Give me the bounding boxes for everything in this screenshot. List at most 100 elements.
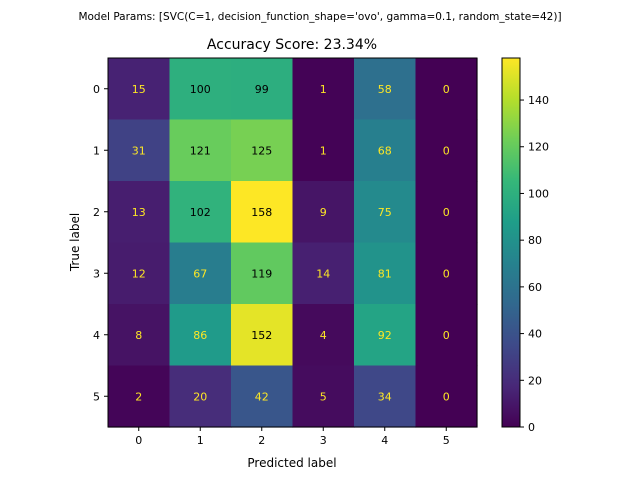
heatmap-cell bbox=[169, 181, 232, 244]
y-tick-label: 2 bbox=[93, 206, 100, 219]
colorbar-tick-label: 100 bbox=[528, 187, 549, 200]
heatmap-cell bbox=[415, 365, 478, 428]
heatmap-cells: 15 100 99 1 58 031 121 125 1 68 013 102 158 9 75 012 67 1… bbox=[108, 58, 478, 428]
heatmap-cell bbox=[415, 304, 478, 367]
colorbar: 0 20 40 60 80 100 120 140 bbox=[501, 57, 549, 434]
heatmap-cell bbox=[354, 119, 417, 182]
cell-value-label: 0 bbox=[443, 144, 450, 157]
heatmap-cell bbox=[354, 242, 417, 305]
heatmap-cell bbox=[415, 181, 478, 244]
colorbar-tick-label: 140 bbox=[528, 94, 549, 107]
colorbar-tick-label: 60 bbox=[528, 281, 542, 294]
cell-value-label: 1 bbox=[320, 144, 327, 157]
x-tick-label: 2 bbox=[258, 434, 265, 447]
heatmap-cell bbox=[231, 181, 294, 244]
x-tick-label: 5 bbox=[443, 434, 450, 447]
cell-value-label: 31 bbox=[132, 144, 146, 157]
cell-value-label: 20 bbox=[193, 390, 207, 403]
heatmap-cell bbox=[415, 242, 478, 305]
heatmap-cell bbox=[169, 242, 232, 305]
heatmap-cell bbox=[415, 58, 478, 121]
colorbar-tick-label: 0 bbox=[528, 421, 535, 434]
x-tick-label: 4 bbox=[381, 434, 388, 447]
cell-value-label: 1 bbox=[320, 83, 327, 96]
cell-value-label: 12 bbox=[132, 267, 146, 280]
heatmap-cell bbox=[169, 365, 232, 428]
x-tick-label: 0 bbox=[135, 434, 142, 447]
colorbar-tick-label: 20 bbox=[528, 374, 542, 387]
heatmap-cell bbox=[169, 304, 232, 367]
heatmap-cell bbox=[231, 242, 294, 305]
y-axis-label: True label bbox=[68, 213, 82, 272]
cell-value-label: 2 bbox=[135, 390, 142, 403]
heatmap-cell bbox=[108, 242, 171, 305]
heatmap-cell bbox=[354, 58, 417, 121]
y-tick-label: 1 bbox=[93, 144, 100, 157]
heatmap-cell bbox=[292, 58, 355, 121]
chart-title: Accuracy Score: 23.34% bbox=[207, 37, 377, 53]
cell-value-label: 5 bbox=[320, 390, 327, 403]
y-tick-label: 0 bbox=[93, 83, 100, 96]
heatmap-cell bbox=[415, 119, 478, 182]
heatmap-cell bbox=[231, 365, 294, 428]
cell-value-label: 0 bbox=[443, 83, 450, 96]
cell-value-label: 13 bbox=[132, 206, 146, 219]
heatmap-cell bbox=[231, 119, 294, 182]
cell-value-label: 58 bbox=[378, 83, 392, 96]
cell-value-label: 99 bbox=[255, 83, 269, 96]
y-tick-label: 3 bbox=[93, 267, 100, 280]
x-tick-label: 3 bbox=[320, 434, 327, 447]
cell-value-label: 4 bbox=[320, 329, 327, 342]
colorbar-gradient bbox=[501, 57, 521, 428]
heatmap-cell bbox=[108, 119, 171, 182]
y-tick-label: 4 bbox=[93, 329, 100, 342]
cell-value-label: 14 bbox=[316, 267, 330, 280]
heatmap-cell bbox=[354, 304, 417, 367]
cell-value-label: 152 bbox=[251, 329, 272, 342]
heatmap-cell bbox=[292, 242, 355, 305]
figure-suptitle: Model Params: [SVC(C=1, decision_functio… bbox=[78, 11, 561, 23]
heatmap-cell bbox=[354, 181, 417, 244]
cell-value-label: 158 bbox=[251, 206, 272, 219]
cell-value-label: 121 bbox=[190, 144, 211, 157]
heatmap-cell bbox=[292, 365, 355, 428]
cell-value-label: 9 bbox=[320, 206, 327, 219]
y-tick-label: 5 bbox=[93, 390, 100, 403]
cell-value-label: 67 bbox=[193, 267, 207, 280]
x-axis-label: Predicted label bbox=[247, 456, 336, 470]
heatmap-cell bbox=[231, 304, 294, 367]
y-axis-ticks: 0 1 2 3 4 5 bbox=[93, 83, 108, 403]
heatmap-cell bbox=[108, 58, 171, 121]
plot-frame bbox=[107, 57, 478, 428]
x-tick-label: 1 bbox=[197, 434, 204, 447]
heatmap-cell bbox=[292, 181, 355, 244]
cell-value-label: 100 bbox=[190, 83, 211, 96]
heatmap-cell bbox=[354, 365, 417, 428]
cell-value-label: 15 bbox=[132, 83, 146, 96]
cell-value-label: 125 bbox=[251, 144, 272, 157]
cell-value-label: 0 bbox=[443, 206, 450, 219]
colorbar-tick-label: 80 bbox=[528, 234, 542, 247]
heatmap-cell bbox=[169, 58, 232, 121]
cell-value-label: 0 bbox=[443, 329, 450, 342]
cell-value-label: 119 bbox=[251, 267, 272, 280]
colorbar-tick-label: 120 bbox=[528, 141, 549, 154]
heatmap-cell bbox=[108, 181, 171, 244]
cell-value-label: 86 bbox=[193, 329, 207, 342]
cell-value-label: 68 bbox=[378, 144, 392, 157]
x-axis-ticks: 0 1 2 3 4 5 bbox=[135, 427, 450, 447]
cell-value-label: 34 bbox=[378, 390, 392, 403]
heatmap-cell bbox=[231, 58, 294, 121]
cell-value-label: 75 bbox=[378, 206, 392, 219]
heatmap-cell bbox=[292, 304, 355, 367]
cell-value-label: 42 bbox=[255, 390, 269, 403]
heatmap-cell bbox=[108, 365, 171, 428]
cell-value-label: 0 bbox=[443, 390, 450, 403]
cell-value-label: 0 bbox=[443, 267, 450, 280]
heatmap-cell bbox=[108, 304, 171, 367]
cell-value-label: 102 bbox=[190, 206, 211, 219]
colorbar-tick-label: 40 bbox=[528, 328, 542, 341]
cell-value-label: 8 bbox=[135, 329, 142, 342]
heatmap-cell bbox=[169, 119, 232, 182]
